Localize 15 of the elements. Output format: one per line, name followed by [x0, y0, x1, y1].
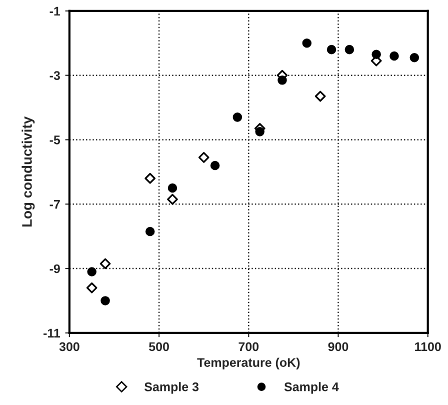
y-tick-label: -11	[44, 328, 60, 338]
x-tick-label: 300	[59, 342, 80, 352]
y-tick-label: -5	[50, 136, 60, 144]
x-tick-label: 500	[149, 342, 169, 352]
y-tick-label: -3	[50, 71, 60, 80]
y-tick-label: -7	[50, 200, 60, 209]
y-tick-label: -1	[50, 6, 60, 16]
legend-label: Sample 4	[284, 382, 339, 394]
y-axis-title: Log conductivity	[22, 116, 35, 227]
x-tick-label: 900	[328, 342, 348, 352]
x-tick-label: 1100	[415, 342, 441, 352]
x-tick-label: 700	[238, 342, 259, 352]
legend-label: Sample 3	[144, 382, 199, 394]
x-axis-title: Temperature (oK)	[197, 358, 300, 370]
y-tick-label: -9	[50, 264, 60, 274]
